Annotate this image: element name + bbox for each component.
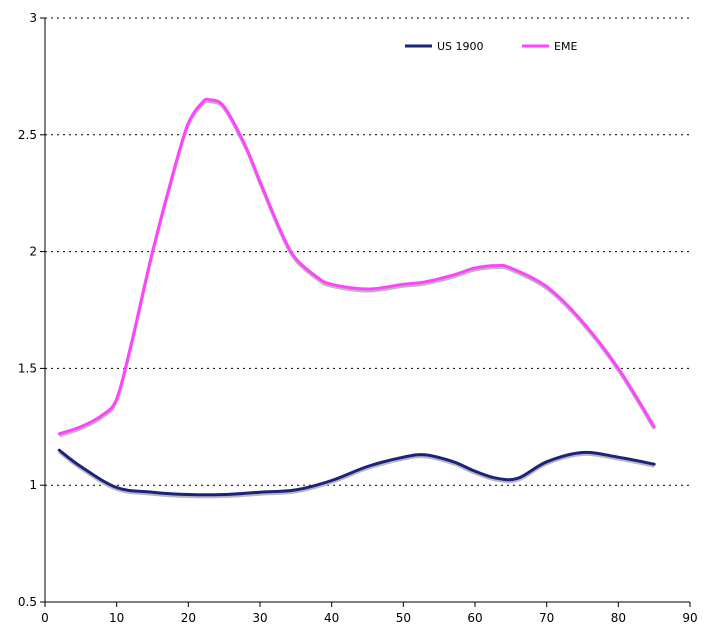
axes: 0.511.522.530 10 20 30 40 50 60 70 80 90: [18, 11, 698, 625]
series-line-us-1900: [57, 448, 656, 497]
series-lines: [57, 97, 656, 499]
x-tick-label-2: 20: [181, 611, 196, 625]
x-tick-label-6: 60: [467, 611, 482, 625]
x-tick-label-4: 40: [324, 611, 339, 625]
y-tick-label-4: 2.5: [18, 128, 37, 142]
y-tick-label-1: 1: [29, 478, 37, 492]
legend-label-1: EME: [554, 40, 577, 53]
x-tick-label-8: 80: [611, 611, 626, 625]
legend: US 1900 EME: [405, 40, 577, 53]
x-tick-label-1: 10: [109, 611, 124, 625]
series-shadow-0: [58, 451, 655, 499]
y-tick-label-5: 3: [29, 11, 37, 25]
series-line-eme: [57, 97, 656, 436]
x-tick-label-7: 70: [539, 611, 554, 625]
y-tick-label-0: 0.5: [18, 595, 37, 609]
y-tick-label-2: 1.5: [18, 361, 37, 375]
x-tick-label-5: 50: [396, 611, 411, 625]
x-tick-label-3: 30: [252, 611, 267, 625]
y-tick-label-3: 2: [29, 245, 37, 259]
x-tick-label-0: 0: [41, 611, 49, 625]
legend-label-0: US 1900: [437, 40, 484, 53]
x-tick-label-9: 90: [682, 611, 697, 625]
grid: [45, 17, 690, 486]
